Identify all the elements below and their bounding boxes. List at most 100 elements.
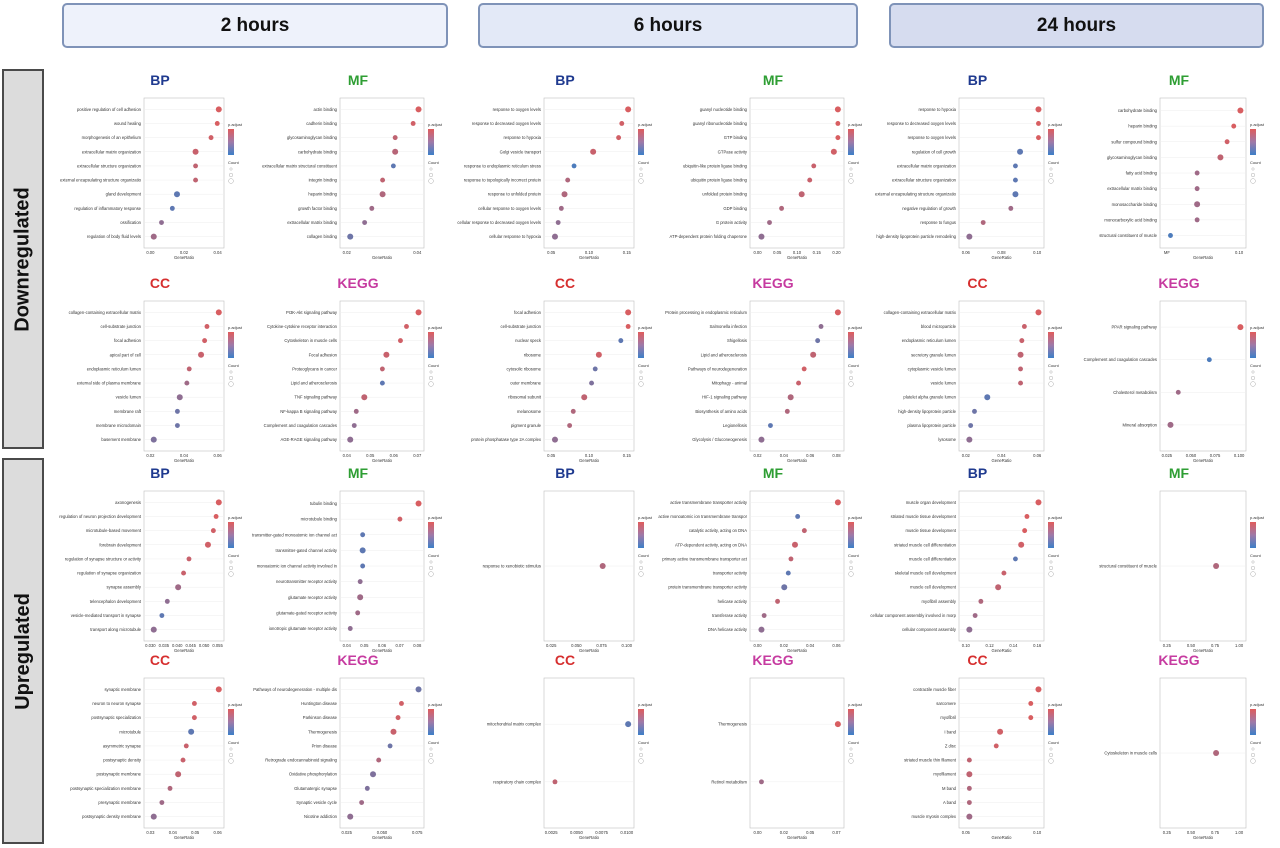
- upregulated-6-hours-mf-x-axis-label: GeneRatio: [787, 648, 808, 653]
- upregulated-2-hours-bp-term-label: regulation of synapse structure or activ…: [65, 556, 142, 561]
- downregulated-24-hours-mf-x-tick: MF: [1164, 250, 1170, 255]
- upregulated-6-hours-cc-x-tick: 0.0100: [620, 830, 633, 835]
- upregulated-24-hours-bp-dot: [1018, 541, 1025, 548]
- downregulated-6-hours-mf-term-label: guanyl nucleotide binding: [700, 107, 748, 112]
- downregulated-2-hours-mf-x-tick: 0.04: [413, 250, 422, 255]
- downregulated-2-hours-kegg-dot: [379, 380, 385, 386]
- downregulated-6-hours-kegg-x-tick: 0.02: [753, 453, 762, 458]
- downregulated-6-hours-bp-dot: [616, 135, 622, 141]
- downregulated-24-hours-cc-term-label: cytoplasmic vesicle lumen: [908, 366, 957, 371]
- upregulated-6-hours-bp-x-tick: 0.025: [546, 643, 557, 648]
- upregulated-2-hours-bp-term-label: regulation of neuron projection developm…: [59, 514, 142, 519]
- downregulated-6-hours-bp-dot: [551, 233, 558, 240]
- upregulated-6-hours-kegg-legend-size-title: Count: [848, 740, 860, 745]
- upregulated-2-hours-kegg-term-label: Thermogenesis: [308, 729, 337, 734]
- downregulated-2-hours-mf-term-label: carbohydrate binding: [298, 149, 338, 154]
- upregulated-2-hours-bp-legend-title: p.adjust: [228, 515, 243, 520]
- downregulated-24-hours-kegg-term-label: Complement and coagulation cascades: [1084, 357, 1157, 362]
- upregulated-24-hours-mf-title: MF: [1169, 465, 1190, 481]
- downregulated-24-hours-bp-legend-size-title: Count: [1048, 160, 1060, 165]
- downregulated-24-hours-cc-dot: [984, 394, 991, 401]
- upregulated-24-hours-cc-dot: [997, 728, 1004, 735]
- downregulated-24-hours-bp-legend-size-dot: [1048, 178, 1054, 184]
- downregulated-24-hours-cc-legend-size-dot: [1048, 381, 1054, 387]
- downregulated-6-hours-kegg-dot: [768, 423, 773, 428]
- upregulated-2-hours-bp-dot: [181, 570, 187, 576]
- upregulated-2-hours-cc-x-tick: 0.05: [191, 830, 200, 835]
- upregulated-24-hours-cc-legend-size-dot: [1048, 758, 1054, 764]
- upregulated-2-hours-bp-plot-area: [143, 490, 225, 642]
- upregulated-2-hours-cc-dot: [215, 686, 222, 693]
- upregulated-24-hours-bp-term-label: cellular component assembly: [902, 627, 957, 632]
- upregulated-24-hours-bp-x-tick: 0.14: [1009, 643, 1018, 648]
- downregulated-24-hours-mf-title: MF: [1169, 72, 1190, 88]
- downregulated-6-hours-cc-dot: [618, 338, 624, 344]
- downregulated-2-hours-bp-dot: [159, 220, 164, 225]
- upregulated-2-hours-cc-legend-size-dot: [228, 758, 234, 764]
- upregulated-24-hours-bp-x-tick: 0.12: [986, 643, 995, 648]
- upregulated-24-hours-cc-term-label: myofilament: [933, 772, 956, 777]
- downregulated-2-hours-cc-dot: [202, 338, 208, 344]
- downregulated-24-hours-mf-dot: [1231, 123, 1237, 129]
- downregulated-24-hours-kegg-term-label: Cholesterol metabolism: [1113, 390, 1157, 395]
- upregulated-2-hours-kegg-term-label: Oxidative phosphorylation: [289, 772, 338, 777]
- upregulated-2-hours-bp-legend-size-dot: [228, 566, 233, 571]
- upregulated-2-hours-cc-x-axis-label: GeneRatio: [174, 835, 195, 840]
- row-label-upregulated: Upregulated: [2, 458, 44, 844]
- downregulated-2-hours-bp-term-label: extracellular matrix organization: [82, 149, 142, 154]
- downregulated-24-hours-cc-x-axis-label: GeneRatio: [991, 458, 1012, 463]
- upregulated-24-hours-cc-dot: [1035, 686, 1042, 693]
- downregulated-24-hours-mf-legend-size-title: Count: [1250, 160, 1262, 165]
- upregulated-2-hours-kegg-dot: [390, 728, 397, 735]
- downregulated-6-hours-bp-term-label: response to unfolded protein: [488, 192, 542, 197]
- downregulated-2-hours-cc-x-tick: 0.06: [214, 453, 223, 458]
- downregulated-6-hours-bp-term-label: response to endoplasmic reticulum stress: [464, 163, 541, 168]
- downregulated-6-hours-cc-dot: [570, 408, 576, 414]
- downregulated-24-hours-kegg-x-axis-label: GeneRatio: [1193, 458, 1214, 463]
- upregulated-2-hours-cc-legend-colorbar: [228, 709, 234, 735]
- downregulated-24-hours-bp-x-tick: 0.08: [997, 250, 1006, 255]
- upregulated-2-hours-cc-term-label: presynaptic membrane: [98, 800, 141, 805]
- upregulated-24-hours-bp-dot: [1001, 570, 1007, 576]
- upregulated-2-hours-bp-legend-colorbar: [228, 522, 234, 548]
- upregulated-24-hours-bp-legend-size-dot: [1048, 571, 1054, 577]
- upregulated-2-hours-mf-x-tick: 0.05: [360, 643, 369, 648]
- downregulated-2-hours-cc-dot: [215, 309, 222, 316]
- upregulated-6-hours-cc-plot-area: [543, 677, 635, 829]
- downregulated-2-hours-kegg-term-label: TNF signaling pathway: [294, 395, 337, 400]
- downregulated-6-hours-kegg-legend-title: p.adjust: [848, 325, 863, 330]
- downregulated-2-hours-bp-term-label: ossification: [120, 220, 141, 225]
- downregulated-2-hours-cc-term-label: focal adhesion: [114, 338, 142, 343]
- upregulated-2-hours-cc-dot: [159, 800, 165, 805]
- upregulated-2-hours-bp-dot: [213, 514, 219, 519]
- downregulated-24-hours-cc-x-tick: 0.06: [1033, 453, 1042, 458]
- upregulated-6-hours-mf-title: MF: [763, 465, 784, 481]
- downregulated-6-hours-mf-title: MF: [763, 72, 784, 88]
- upregulated-6-hours-bp-legend-title: p.adjust: [638, 515, 653, 520]
- downregulated-2-hours-cc-dot: [204, 324, 210, 329]
- downregulated-6-hours-bp-dot: [619, 121, 625, 126]
- upregulated-6-hours-kegg-x-tick: 0.02: [780, 830, 789, 835]
- downregulated-6-hours-kegg-dot: [818, 324, 824, 329]
- downregulated-2-hours-cc-dot: [198, 351, 205, 358]
- upregulated-24-hours-mf-term-label: structural constituent of muscle: [1099, 564, 1157, 569]
- upregulated-2-hours-kegg-term-label: Parkinson disease: [303, 715, 338, 720]
- header-24-hours-label: 24 hours: [1036, 14, 1117, 36]
- upregulated-6-hours-cc-dot: [625, 721, 632, 728]
- upregulated-2-hours-mf-term-label: transmitter-gated channel activity: [276, 548, 338, 553]
- upregulated-24-hours-kegg-x-tick: 0.25: [1163, 830, 1172, 835]
- downregulated-2-hours-kegg-term-label: Cytokine-cytokine receptor interaction: [267, 324, 338, 329]
- downregulated-2-hours-kegg-x-tick: 0.05: [366, 453, 375, 458]
- downregulated-6-hours-bp-legend-colorbar: [638, 129, 644, 155]
- upregulated-6-hours-bp-legend-size-dot: [639, 566, 644, 571]
- upregulated-6-hours-bp-term-label: response to xenobiotic stimulus: [483, 564, 541, 569]
- downregulated-2-hours-bp-title: BP: [150, 72, 169, 88]
- upregulated-2-hours-bp-dot: [215, 499, 222, 506]
- downregulated-24-hours-cc-dot: [966, 436, 973, 443]
- upregulated-6-hours-kegg-legend-size-dot: [849, 753, 854, 758]
- downregulated-24-hours-cc-plot-area: [958, 300, 1045, 452]
- downregulated-24-hours-cc-term-label: vesicle lumen: [931, 381, 957, 386]
- downregulated-2-hours-kegg-dot: [383, 351, 390, 358]
- downregulated-24-hours-bp-term-label: response to hypoxia: [919, 107, 957, 112]
